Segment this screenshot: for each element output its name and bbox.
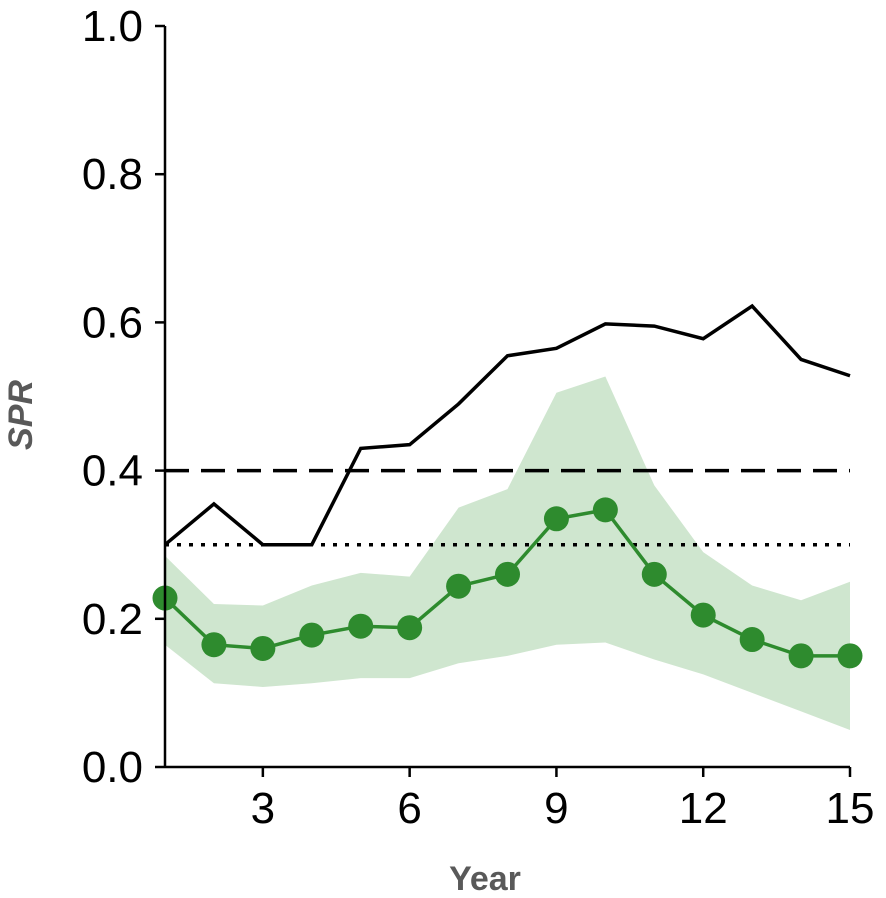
data-point [837,643,863,669]
data-point [299,622,325,648]
data-point [690,602,716,628]
reference-lines-layer [165,468,850,547]
ticks-layer: 0.0 0.2 0.4 0.6 0.8 1.0 3 6 9 12 15 [82,2,875,833]
x-axis-title: Year [449,860,521,898]
y-axis-title: SPR [2,380,40,450]
confidence-band [165,376,850,730]
data-point [495,561,520,587]
data-point [201,632,227,658]
confidence-band-layer [165,376,850,730]
data-point [446,573,472,599]
y-tick-label: 0.0 [82,743,143,792]
y-tick-label: 0.8 [82,150,143,199]
x-tick-label: 12 [679,784,728,833]
x-tick-label: 3 [251,784,275,833]
data-point [592,497,618,523]
axes-layer [163,26,850,769]
x-tick-label: 9 [544,784,568,833]
series-layer [152,303,863,669]
y-tick-label: 0.2 [82,595,143,644]
x-tick-label: 6 [397,784,421,833]
data-point [641,561,667,587]
series-line-black [163,303,851,547]
data-point [543,506,569,532]
data-point [739,627,765,653]
data-point [250,635,276,661]
y-tick-label: 0.6 [82,298,143,347]
x-tick-label: 15 [826,784,875,833]
y-tick-label: 1.0 [82,2,143,51]
data-point [788,643,814,669]
y-tick-label: 0.4 [82,447,143,496]
data-point [348,613,374,639]
data-point [397,615,423,641]
